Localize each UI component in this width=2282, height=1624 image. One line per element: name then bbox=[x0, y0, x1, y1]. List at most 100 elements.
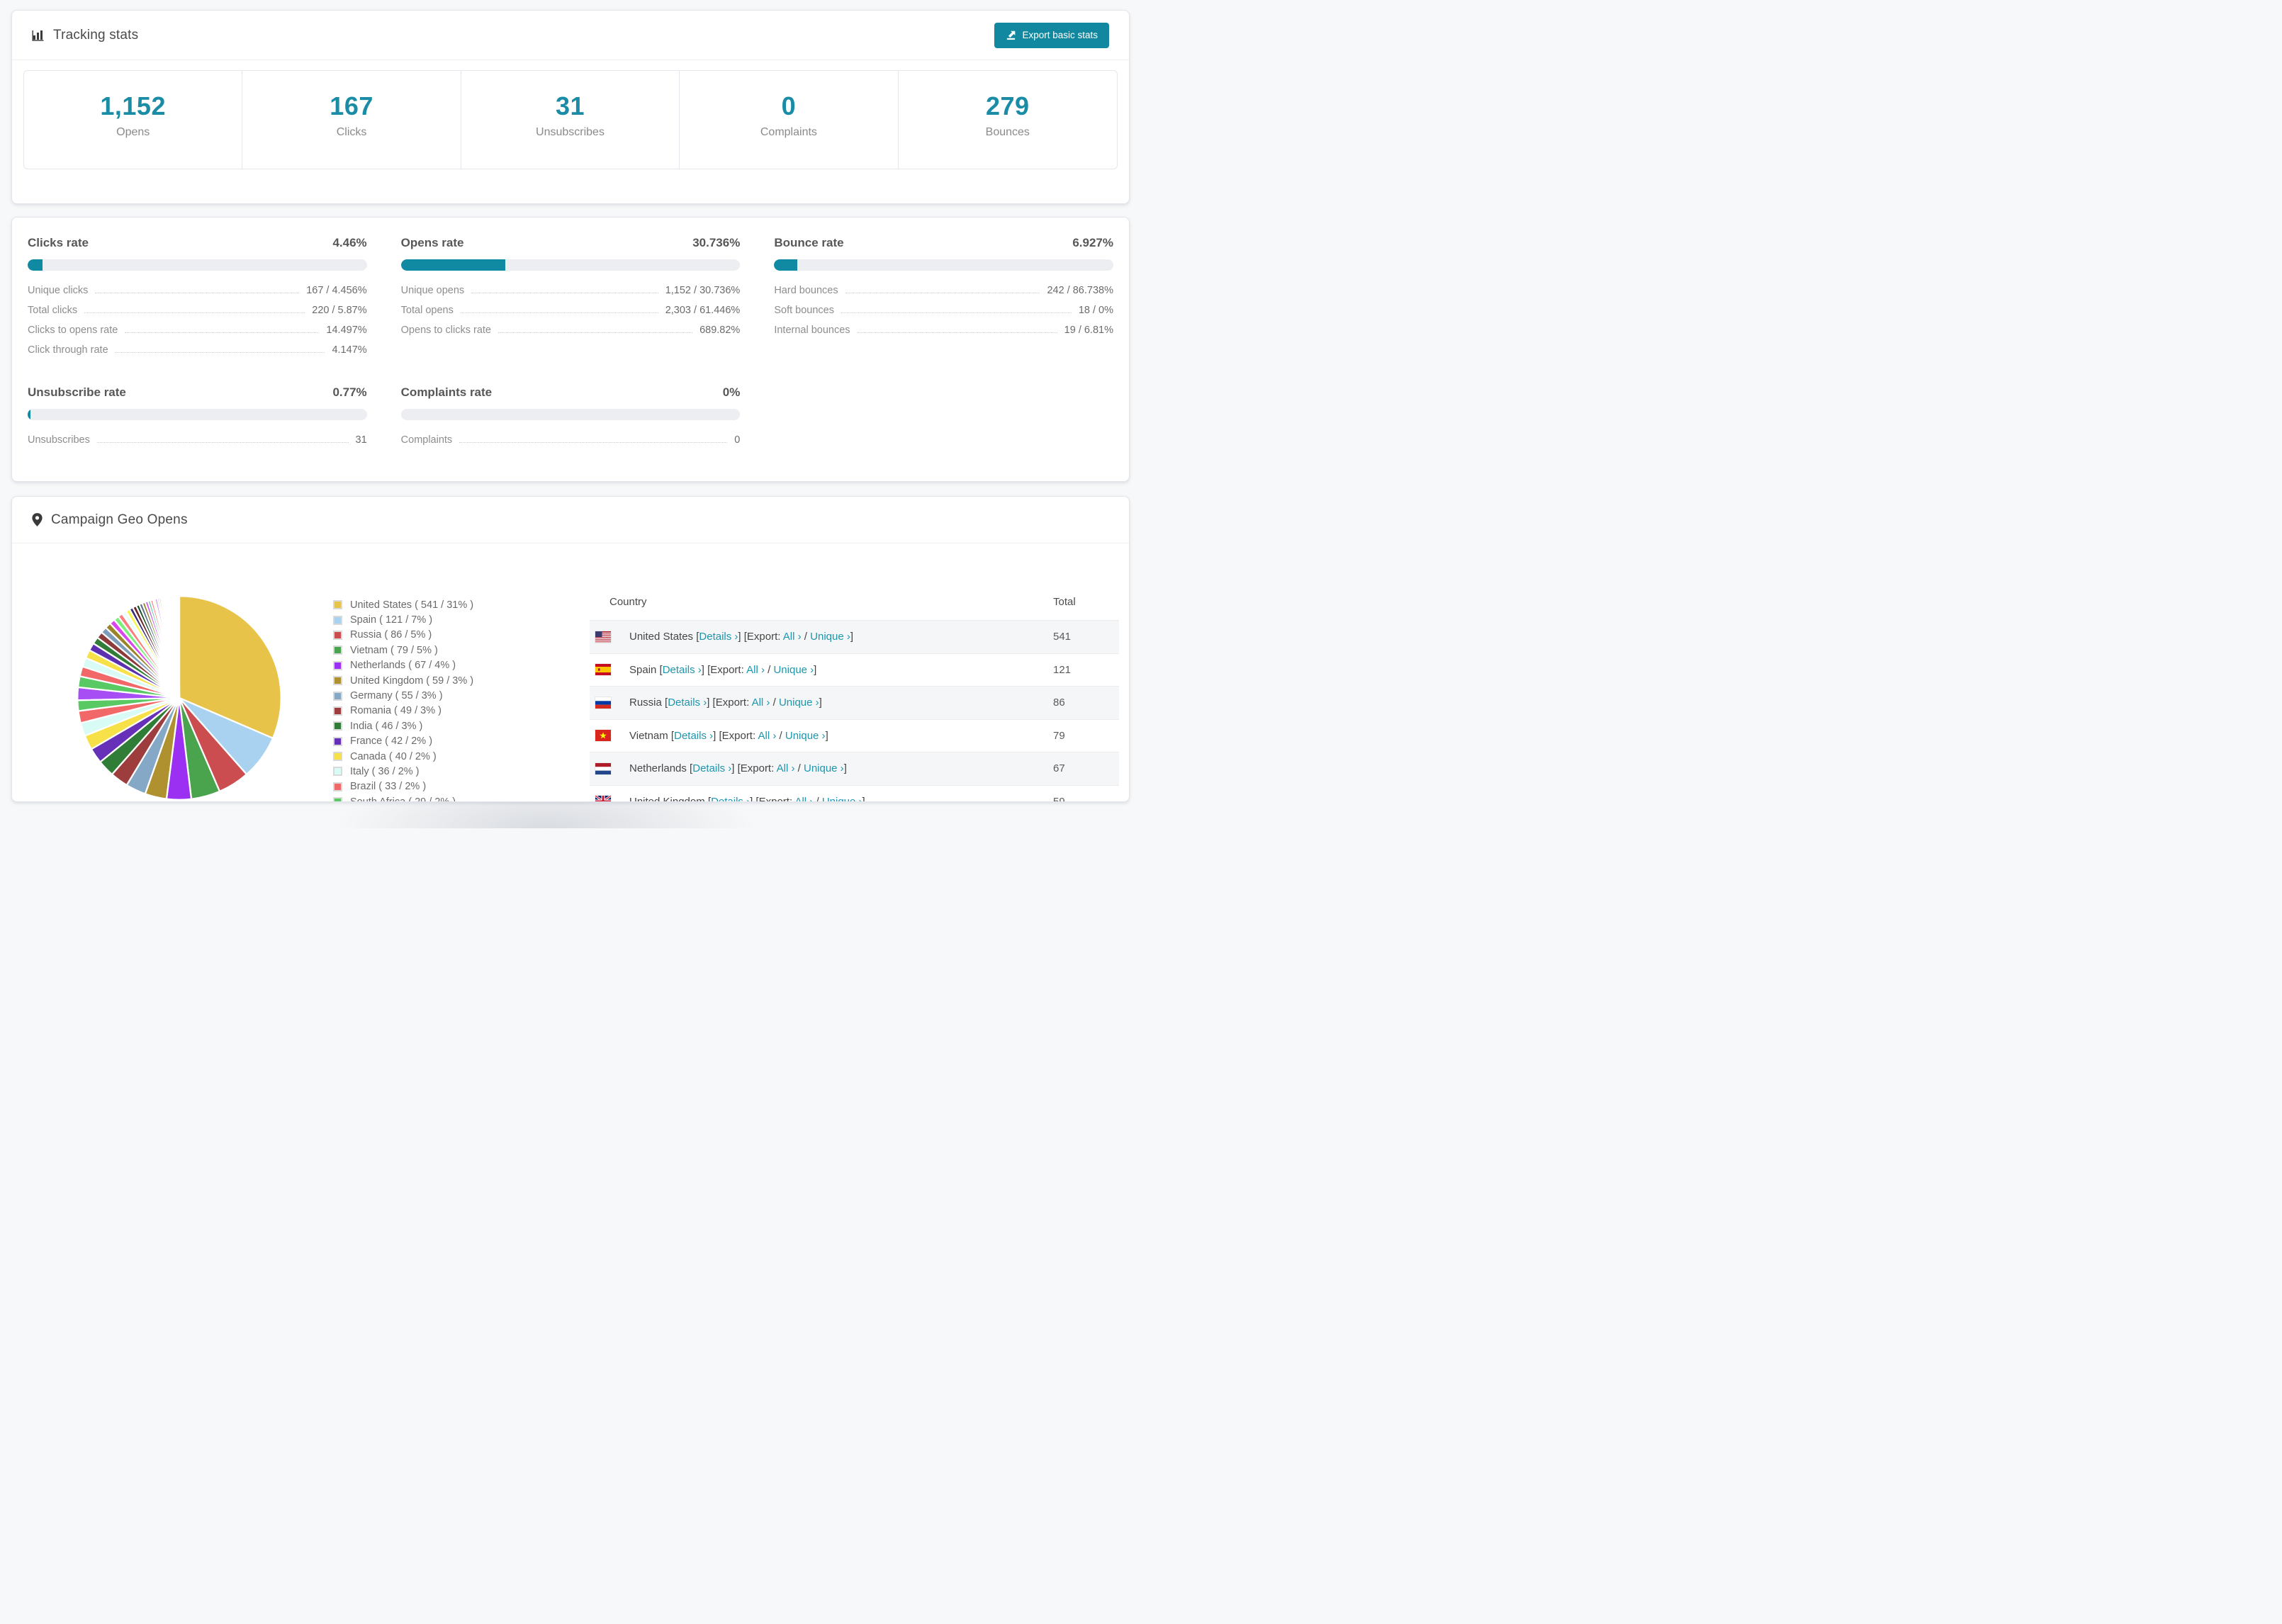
bar-chart-icon bbox=[32, 29, 45, 42]
legend-swatch bbox=[333, 797, 342, 801]
unsubscribe-rate-bar bbox=[28, 409, 367, 420]
flag-uk-icon bbox=[595, 796, 611, 801]
opens-rate-bar bbox=[400, 259, 741, 271]
export-all-link[interactable]: All › bbox=[758, 729, 777, 742]
table-row-vietnam: Vietnam [Details ›] [Export: All › / Uni… bbox=[590, 718, 1119, 752]
map-pin-icon bbox=[32, 513, 43, 526]
stat-bounces: 279 Bounces bbox=[899, 71, 1117, 169]
flag-russia-icon bbox=[595, 697, 611, 709]
legend-swatch bbox=[333, 676, 342, 686]
stat-complaints-value: 0 bbox=[781, 91, 797, 120]
legend-swatch bbox=[333, 782, 342, 791]
clicks-rate-block: Clicks rate 4.46% Unique clicks 167 / 4.4… bbox=[28, 236, 367, 364]
clicks-rate-title: Clicks rate bbox=[28, 236, 89, 249]
geo-table-header: Country Total bbox=[590, 583, 1119, 620]
opens-rate-block: Opens rate 30.736% Unique opens 1,152 / 3… bbox=[400, 236, 741, 364]
export-unique-link[interactable]: Unique › bbox=[778, 697, 819, 709]
export-unique-link[interactable]: Unique › bbox=[785, 729, 826, 742]
clicks-rate-value: 4.46% bbox=[332, 236, 367, 249]
rate-row: Click through rate 4.147% bbox=[28, 344, 367, 356]
geo-opens-header: Campaign Geo Opens bbox=[12, 497, 1129, 543]
export-unique-link[interactable]: Unique › bbox=[773, 663, 814, 676]
rate-row: Unsubscribes 31 bbox=[28, 434, 367, 446]
opens-rate-title: Opens rate bbox=[400, 236, 464, 249]
details-link[interactable]: Details › bbox=[674, 729, 714, 742]
stat-opens: 1,152 Opens bbox=[24, 71, 243, 169]
stat-unsubscribes-value: 31 bbox=[555, 91, 585, 120]
export-unique-link[interactable]: Unique › bbox=[810, 631, 850, 643]
unsubscribe-rate-value: 0.77% bbox=[332, 385, 367, 399]
rate-row: Hard bounces 242 / 86.738% bbox=[774, 285, 1113, 296]
export-icon bbox=[1006, 30, 1016, 40]
rate-row: Total opens 2,303 / 61.446% bbox=[400, 305, 741, 316]
export-all-link[interactable]: All › bbox=[794, 795, 814, 802]
rate-row: Opens to clicks rate 689.82% bbox=[400, 325, 741, 336]
stat-bounces-label: Bounces bbox=[985, 125, 1030, 138]
geo-opens-card: Campaign Geo Opens United States ( 541 /… bbox=[11, 496, 1130, 802]
complaints-rate-title: Complaints rate bbox=[400, 385, 493, 399]
clicks-rate-bar bbox=[28, 259, 367, 271]
rate-row: Total clicks 220 / 5.87% bbox=[28, 305, 367, 316]
complaints-rate-value: 0% bbox=[722, 385, 741, 399]
table-row-spain: Spain [Details ›] [Export: All › / Uniqu… bbox=[590, 653, 1119, 687]
legend-item: Russia ( 86 / 5% ) bbox=[333, 628, 473, 643]
flag-us-icon bbox=[595, 631, 611, 643]
stat-opens-label: Opens bbox=[116, 125, 150, 138]
table-row-netherlands: Netherlands [Details ›] [Export: All › /… bbox=[590, 752, 1119, 785]
total-value: 86 bbox=[1053, 697, 1065, 709]
export-all-link[interactable]: All › bbox=[782, 631, 802, 643]
stat-unsubscribes-label: Unsubscribes bbox=[536, 125, 605, 138]
legend-item: Germany ( 55 / 3% ) bbox=[333, 688, 473, 703]
legend-swatch bbox=[333, 660, 342, 670]
stat-opens-value: 1,152 bbox=[100, 91, 166, 120]
export-unique-link[interactable]: Unique › bbox=[821, 795, 862, 802]
stat-unsubscribes: 31 Unsubscribes bbox=[461, 71, 680, 169]
legend-swatch bbox=[333, 721, 342, 731]
details-link[interactable]: Details › bbox=[711, 795, 751, 802]
legend-item: Canada ( 40 / 2% ) bbox=[333, 749, 473, 764]
rate-row: Clicks to opens rate 14.497% bbox=[28, 325, 367, 336]
unsubscribe-rate-title: Unsubscribe rate bbox=[28, 385, 126, 399]
legend-swatch bbox=[333, 767, 342, 777]
stat-clicks-label: Clicks bbox=[336, 125, 367, 138]
export-basic-stats-button[interactable]: Export basic stats bbox=[994, 22, 1109, 48]
total-value: 121 bbox=[1053, 663, 1072, 676]
total-value: 59 bbox=[1053, 795, 1065, 802]
legend-swatch bbox=[333, 600, 342, 610]
legend-item: Brazil ( 33 / 2% ) bbox=[333, 779, 473, 794]
rate-row: Unique clicks 167 / 4.456% bbox=[28, 285, 367, 296]
details-link[interactable]: Details › bbox=[692, 762, 732, 775]
tracking-stats-card: Tracking stats Export basic stats 1,152 … bbox=[11, 10, 1130, 204]
legend-item: Spain ( 121 / 7% ) bbox=[333, 612, 473, 627]
legend-item: France ( 42 / 2% ) bbox=[333, 734, 473, 749]
legend-item: Vietnam ( 79 / 5% ) bbox=[333, 643, 473, 658]
complaints-rate-bar bbox=[400, 409, 741, 420]
country-column-header: Country bbox=[609, 595, 647, 608]
legend-item: Italy ( 36 / 2% ) bbox=[333, 764, 473, 779]
export-all-link[interactable]: All › bbox=[776, 762, 795, 775]
page-title: Tracking stats bbox=[53, 27, 139, 43]
geo-opens-pie-chart bbox=[69, 587, 290, 801]
stat-bounces-value: 279 bbox=[986, 91, 1030, 120]
export-all-link[interactable]: All › bbox=[751, 697, 770, 709]
opens-rate-value: 30.736% bbox=[692, 236, 741, 249]
details-link[interactable]: Details › bbox=[668, 697, 707, 709]
geo-opens-legend: United States ( 541 / 31% ) Spain ( 121 … bbox=[333, 597, 473, 801]
unsubscribe-rate-block: Unsubscribe rate 0.77% Unsubscribes 31 bbox=[28, 385, 367, 454]
total-value: 67 bbox=[1053, 762, 1065, 775]
details-link[interactable]: Details › bbox=[662, 663, 702, 676]
flag-spain-icon bbox=[595, 664, 611, 676]
rate-row: Unique opens 1,152 / 30.736% bbox=[400, 285, 741, 296]
legend-item: Romania ( 49 / 3% ) bbox=[333, 704, 473, 718]
legend-swatch bbox=[333, 645, 342, 655]
legend-item: United Kingdom ( 59 / 3% ) bbox=[333, 673, 473, 688]
export-all-link[interactable]: All › bbox=[746, 663, 765, 676]
legend-item: Netherlands ( 67 / 4% ) bbox=[333, 658, 473, 673]
legend-swatch bbox=[333, 630, 342, 640]
legend-swatch bbox=[333, 615, 342, 625]
table-row-russia: Russia [Details ›] [Export: All › / Uniq… bbox=[590, 686, 1119, 719]
legend-swatch bbox=[333, 691, 342, 701]
details-link[interactable]: Details › bbox=[699, 631, 738, 643]
total-column-header: Total bbox=[1053, 595, 1076, 608]
export-unique-link[interactable]: Unique › bbox=[803, 762, 844, 775]
